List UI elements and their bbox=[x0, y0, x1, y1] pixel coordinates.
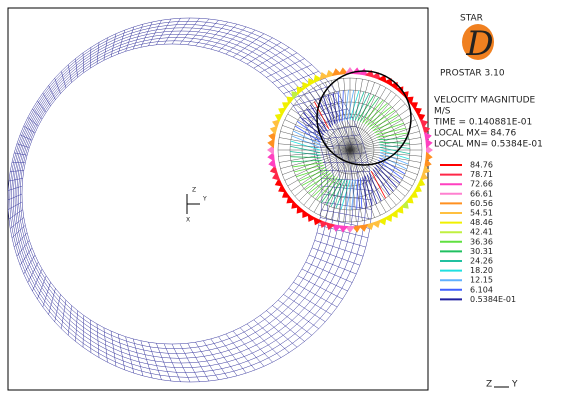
triad-z: Z bbox=[192, 187, 196, 194]
velocity-arrow bbox=[425, 138, 432, 148]
legend-label: 30.31 bbox=[470, 247, 493, 256]
info-min: LOCAL MN= 0.5384E-01 bbox=[434, 140, 543, 150]
legend-label: 0.5384E-01 bbox=[470, 295, 516, 304]
logo-brand: STAR bbox=[460, 14, 483, 24]
triad-x: X bbox=[186, 217, 190, 224]
legend-label: 84.76 bbox=[470, 161, 493, 170]
legend-label: 54.51 bbox=[470, 209, 493, 218]
screen: STAR D PROSTAR 3.10 VELOCITY MAGNITUDE M… bbox=[0, 0, 564, 397]
legend-label: 78.71 bbox=[470, 170, 493, 179]
info-quantity: VELOCITY MAGNITUDE bbox=[434, 96, 536, 106]
view-axis-y: Y bbox=[511, 380, 518, 390]
legend-label: 48.46 bbox=[470, 218, 493, 227]
view-axis-z: Z bbox=[486, 380, 492, 390]
legend-label: 42.41 bbox=[470, 228, 493, 237]
info-time: TIME = 0.140881E-01 bbox=[433, 118, 532, 128]
legend-label: 6.104 bbox=[470, 285, 493, 294]
triad-y: Y bbox=[202, 196, 207, 203]
legend-label: 72.66 bbox=[470, 180, 493, 189]
legend-label: 12.15 bbox=[470, 276, 493, 285]
legend-label: 36.36 bbox=[470, 237, 493, 246]
info-unit: M/S bbox=[434, 107, 451, 117]
legend-label: 60.56 bbox=[470, 199, 493, 208]
legend-label: 66.61 bbox=[470, 189, 493, 198]
info-max: LOCAL MX= 84.76 bbox=[434, 129, 516, 139]
logo-letter: D bbox=[465, 24, 493, 64]
legend-label: 24.26 bbox=[470, 257, 493, 266]
legend-label: 18.20 bbox=[470, 266, 493, 275]
legend: 84.7678.7172.6666.6160.5654.5148.4642.41… bbox=[440, 161, 516, 304]
logo-product: PROSTAR 3.10 bbox=[440, 69, 505, 79]
rotor-vectors bbox=[267, 67, 433, 233]
